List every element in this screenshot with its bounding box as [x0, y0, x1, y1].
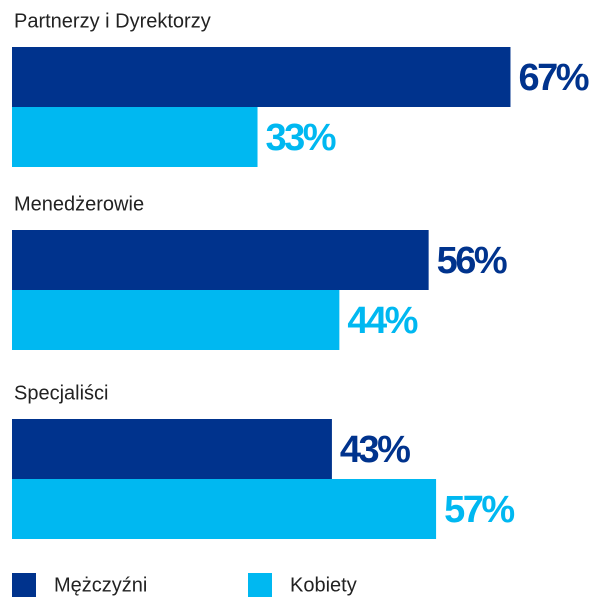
bar [12, 47, 511, 107]
bar [12, 479, 437, 539]
bar [12, 230, 429, 290]
category-label: Menedżerowie [14, 193, 144, 215]
value-label: 33% [266, 117, 336, 159]
bar [12, 419, 332, 479]
value-label: 44% [347, 300, 417, 342]
legend-label: Mężczyźni [54, 574, 147, 596]
bar [12, 290, 340, 350]
value-label: 56% [437, 240, 507, 282]
category-label: Specjaliści [14, 382, 108, 404]
value-label: 67% [518, 57, 588, 99]
legend-swatch [12, 573, 36, 597]
legend-swatch [248, 573, 272, 597]
bar [12, 107, 258, 167]
value-label: 43% [340, 429, 410, 471]
legend-label: Kobiety [290, 574, 357, 596]
value-label: 57% [444, 489, 514, 531]
category-label: Partnerzy i Dyrektorzy [14, 10, 211, 32]
